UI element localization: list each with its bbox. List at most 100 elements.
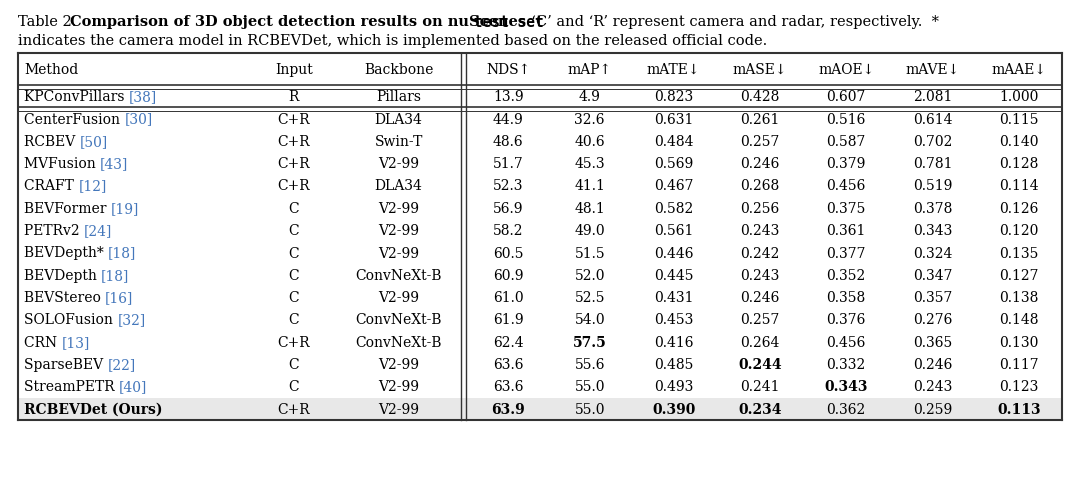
Text: KPConvPillars: KPConvPillars bbox=[24, 90, 129, 104]
Text: C+R: C+R bbox=[278, 402, 310, 416]
Text: C: C bbox=[288, 268, 299, 282]
Text: 52.5: 52.5 bbox=[575, 290, 605, 304]
Text: [18]: [18] bbox=[108, 246, 136, 260]
Text: V2-99: V2-99 bbox=[378, 358, 419, 372]
Text: [40]: [40] bbox=[119, 380, 147, 394]
Text: V2-99: V2-99 bbox=[378, 246, 419, 260]
Text: CRN: CRN bbox=[24, 335, 62, 349]
Text: mASE↓: mASE↓ bbox=[732, 63, 787, 77]
Text: 0.128: 0.128 bbox=[999, 157, 1039, 171]
Text: mAVE↓: mAVE↓ bbox=[905, 63, 960, 77]
Text: 0.614: 0.614 bbox=[913, 112, 953, 126]
Text: 0.361: 0.361 bbox=[826, 224, 866, 238]
Text: 0.123: 0.123 bbox=[999, 380, 1039, 394]
Text: 0.631: 0.631 bbox=[654, 112, 693, 126]
Text: 0.456: 0.456 bbox=[826, 179, 866, 193]
Text: 0.484: 0.484 bbox=[653, 134, 693, 148]
Text: 61.0: 61.0 bbox=[492, 290, 524, 304]
Text: 45.3: 45.3 bbox=[575, 157, 605, 171]
Text: C: C bbox=[288, 313, 299, 327]
Text: C: C bbox=[288, 224, 299, 238]
Text: 0.256: 0.256 bbox=[740, 202, 780, 216]
Text: 0.242: 0.242 bbox=[740, 246, 780, 260]
Text: 0.781: 0.781 bbox=[913, 157, 953, 171]
Text: 0.428: 0.428 bbox=[740, 90, 780, 104]
Text: 0.264: 0.264 bbox=[740, 335, 780, 349]
Text: 44.9: 44.9 bbox=[492, 112, 524, 126]
Text: Pillars: Pillars bbox=[376, 90, 421, 104]
Text: 63.6: 63.6 bbox=[492, 358, 524, 372]
Text: 0.357: 0.357 bbox=[913, 290, 953, 304]
Text: 63.9: 63.9 bbox=[491, 402, 525, 416]
Text: 60.5: 60.5 bbox=[492, 246, 524, 260]
Text: PETRv2: PETRv2 bbox=[24, 224, 84, 238]
Text: 58.2: 58.2 bbox=[492, 224, 524, 238]
Text: 0.114: 0.114 bbox=[999, 179, 1039, 193]
Text: 0.115: 0.115 bbox=[999, 112, 1039, 126]
Text: 0.702: 0.702 bbox=[913, 134, 953, 148]
Text: V2-99: V2-99 bbox=[378, 157, 419, 171]
Text: V2-99: V2-99 bbox=[378, 402, 419, 416]
Text: 0.127: 0.127 bbox=[999, 268, 1039, 282]
Text: 0.358: 0.358 bbox=[826, 290, 866, 304]
Text: 0.431: 0.431 bbox=[653, 290, 693, 304]
Text: 0.140: 0.140 bbox=[999, 134, 1039, 148]
Text: 0.379: 0.379 bbox=[826, 157, 866, 171]
Text: 0.587: 0.587 bbox=[826, 134, 866, 148]
Text: 0.117: 0.117 bbox=[999, 358, 1039, 372]
Text: [22]: [22] bbox=[108, 358, 136, 372]
Text: 0.130: 0.130 bbox=[999, 335, 1039, 349]
Text: R: R bbox=[288, 90, 299, 104]
Text: Table 2.: Table 2. bbox=[18, 15, 77, 29]
Text: 55.6: 55.6 bbox=[575, 358, 605, 372]
Text: 0.456: 0.456 bbox=[826, 335, 866, 349]
Text: 0.113: 0.113 bbox=[997, 402, 1041, 416]
Text: 40.6: 40.6 bbox=[575, 134, 605, 148]
Text: [43]: [43] bbox=[100, 157, 129, 171]
Text: 0.126: 0.126 bbox=[999, 202, 1039, 216]
Text: Method: Method bbox=[24, 63, 78, 77]
Text: 1.000: 1.000 bbox=[999, 90, 1039, 104]
Text: 51.7: 51.7 bbox=[492, 157, 524, 171]
Text: 0.378: 0.378 bbox=[913, 202, 953, 216]
Text: 0.148: 0.148 bbox=[999, 313, 1039, 327]
Text: 0.257: 0.257 bbox=[740, 134, 780, 148]
Text: 62.4: 62.4 bbox=[492, 335, 524, 349]
Text: 0.246: 0.246 bbox=[740, 290, 780, 304]
Text: 4.9: 4.9 bbox=[579, 90, 600, 104]
Text: MVFusion: MVFusion bbox=[24, 157, 100, 171]
Text: V2-99: V2-99 bbox=[378, 224, 419, 238]
Text: C+R: C+R bbox=[278, 179, 310, 193]
Text: 57.5: 57.5 bbox=[572, 335, 607, 349]
Text: 61.9: 61.9 bbox=[492, 313, 524, 327]
Text: [32]: [32] bbox=[118, 313, 146, 327]
Text: Backbone: Backbone bbox=[364, 63, 433, 77]
Text: 0.241: 0.241 bbox=[740, 380, 780, 394]
Text: 0.376: 0.376 bbox=[826, 313, 866, 327]
Text: 0.343: 0.343 bbox=[913, 224, 953, 238]
Text: C+R: C+R bbox=[278, 335, 310, 349]
Text: 0.582: 0.582 bbox=[654, 202, 693, 216]
Text: [50]: [50] bbox=[80, 134, 108, 148]
Text: 0.246: 0.246 bbox=[913, 358, 953, 372]
Text: Swin-T: Swin-T bbox=[375, 134, 422, 148]
Text: 51.5: 51.5 bbox=[575, 246, 605, 260]
Text: C+R: C+R bbox=[278, 112, 310, 126]
Text: indicates the camera model in RCBEVDet, which is implemented based on the releas: indicates the camera model in RCBEVDet, … bbox=[18, 34, 767, 48]
Text: 0.120: 0.120 bbox=[999, 224, 1039, 238]
Text: 0.493: 0.493 bbox=[654, 380, 693, 394]
Text: 0.261: 0.261 bbox=[740, 112, 780, 126]
Text: BEVDepth*: BEVDepth* bbox=[24, 246, 108, 260]
Text: [30]: [30] bbox=[124, 112, 152, 126]
Text: DLA34: DLA34 bbox=[375, 112, 422, 126]
Text: StreamPETR: StreamPETR bbox=[24, 380, 119, 394]
Text: 48.1: 48.1 bbox=[575, 202, 605, 216]
Text: 55.0: 55.0 bbox=[575, 402, 605, 416]
Text: 60.9: 60.9 bbox=[492, 268, 524, 282]
Text: C: C bbox=[288, 290, 299, 304]
Text: ConvNeXt-B: ConvNeXt-B bbox=[355, 335, 442, 349]
Text: 0.246: 0.246 bbox=[740, 157, 780, 171]
Text: C+R: C+R bbox=[278, 157, 310, 171]
Text: 13.9: 13.9 bbox=[492, 90, 524, 104]
Text: Comparison of 3D object detection results on nuScenes: Comparison of 3D object detection result… bbox=[70, 15, 526, 29]
